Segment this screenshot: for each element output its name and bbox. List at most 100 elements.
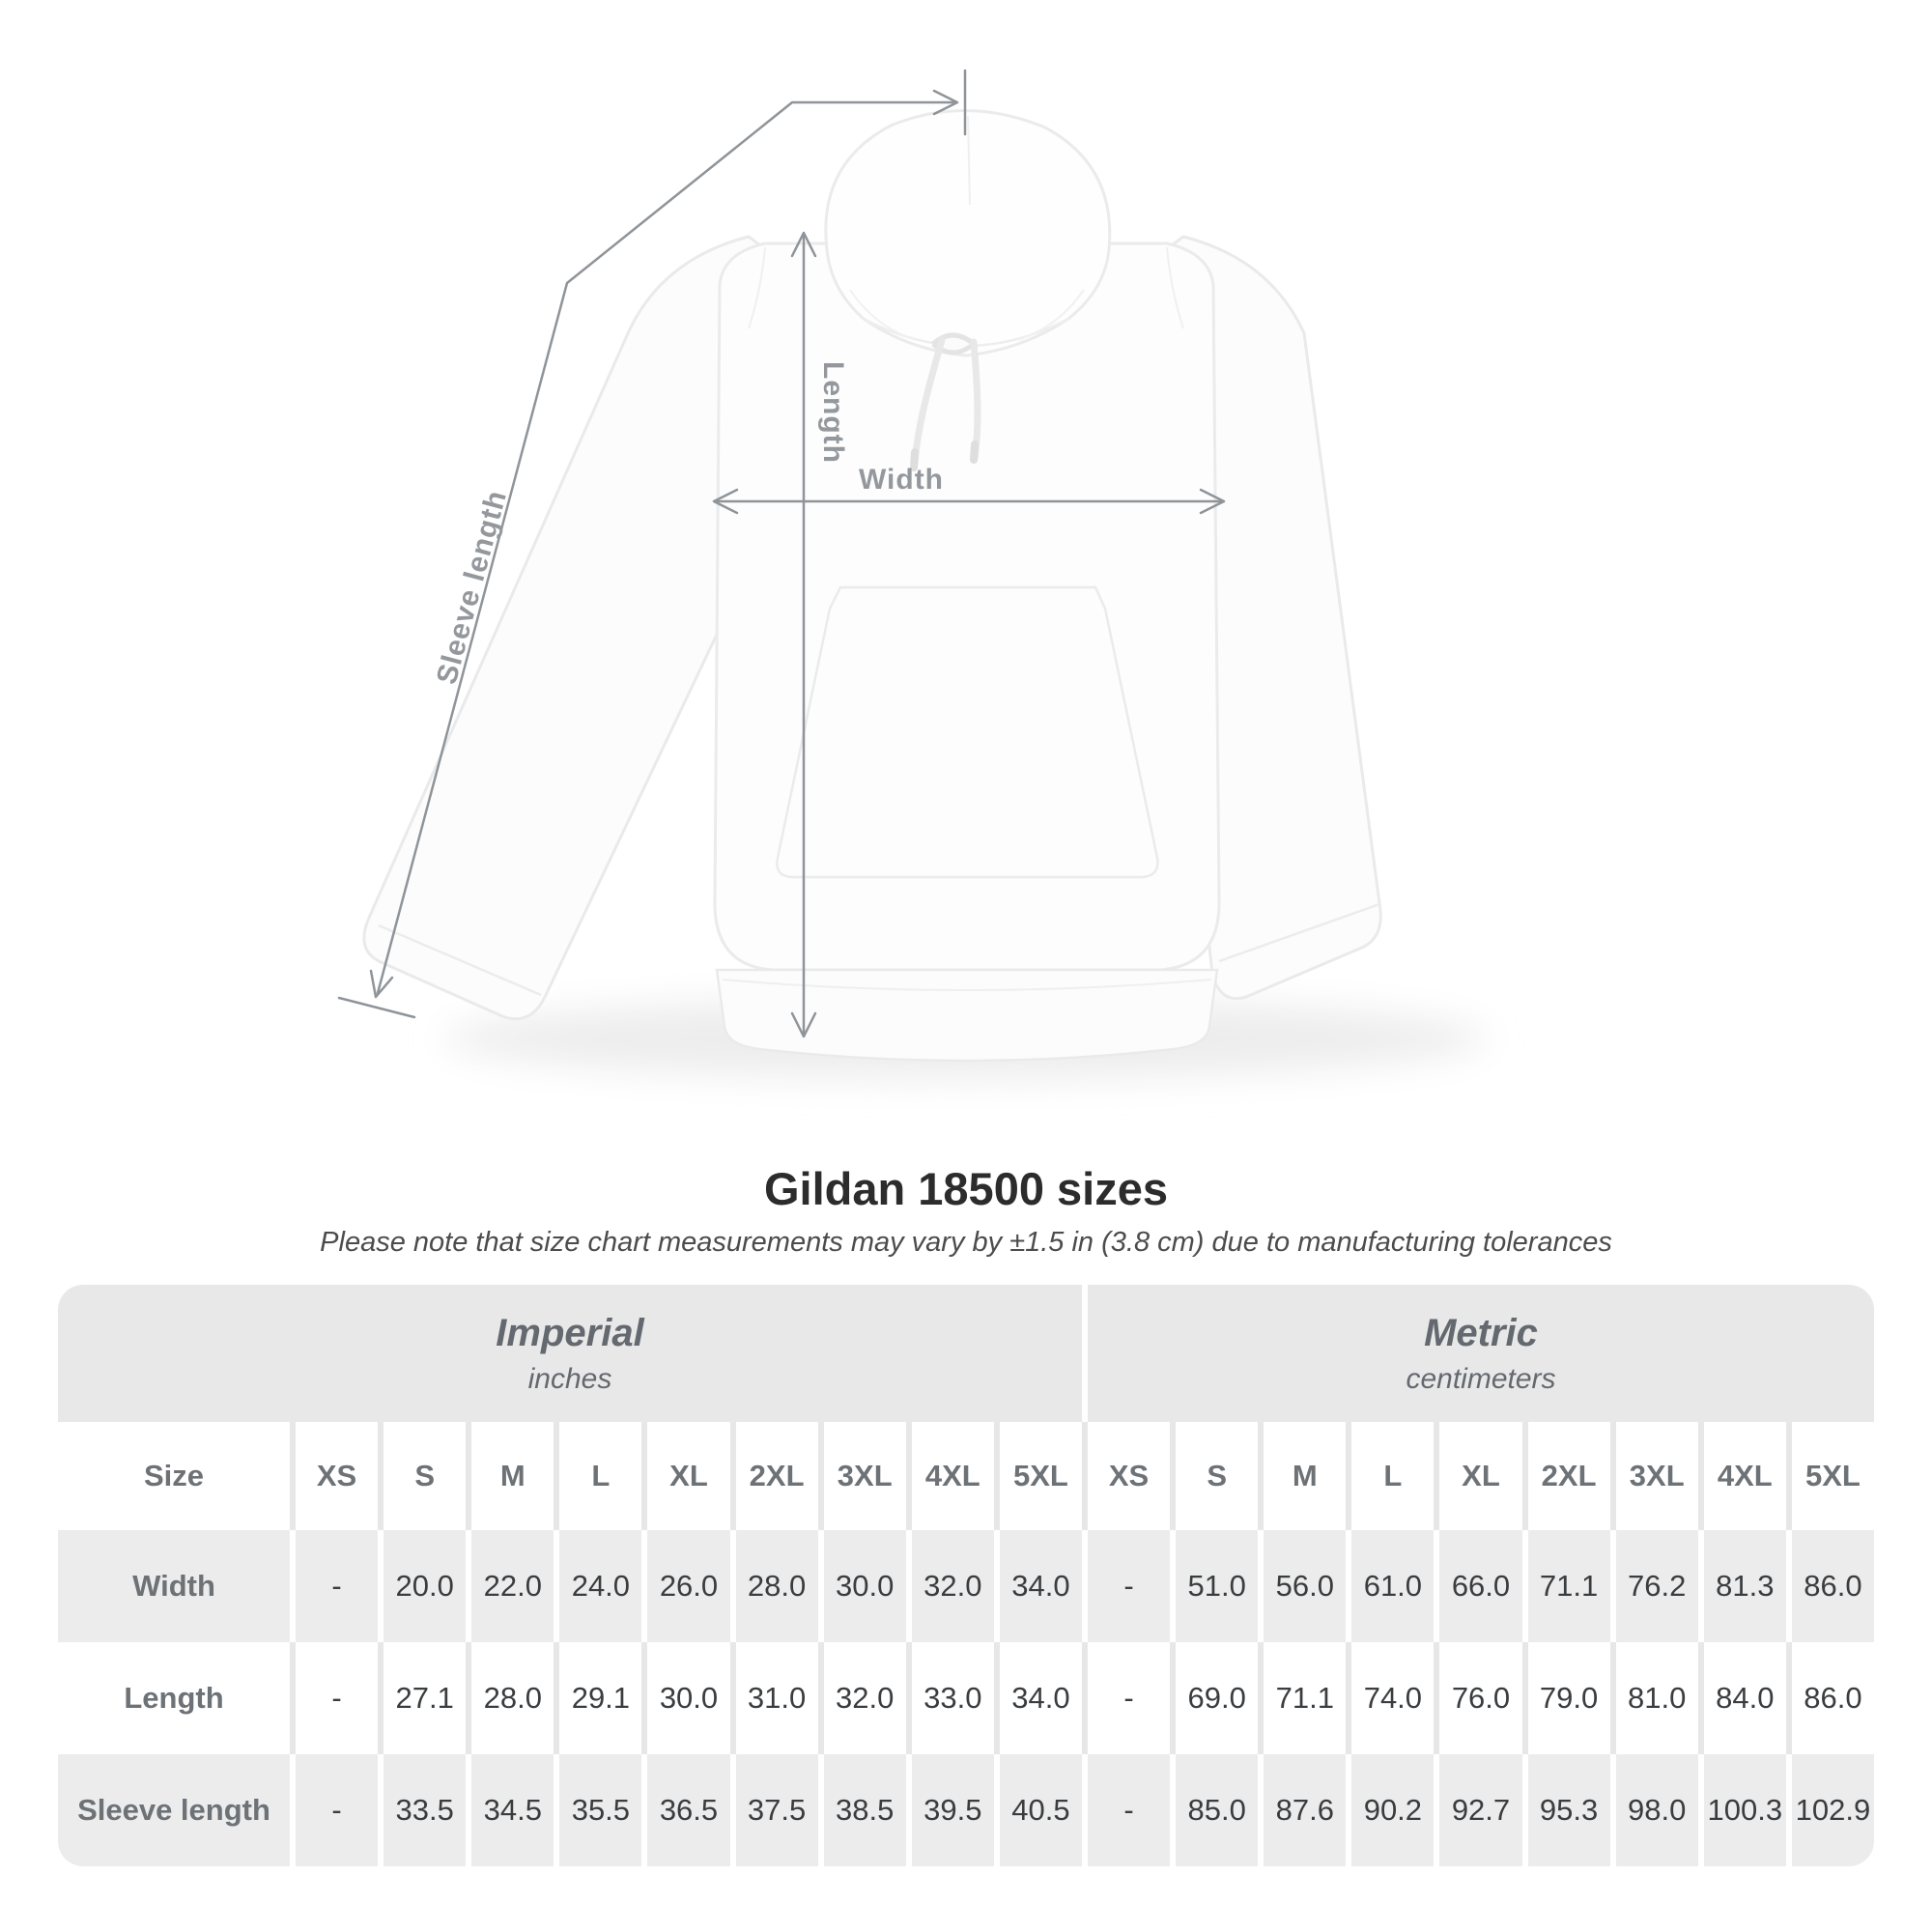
size-cell: 85.0: [1170, 1754, 1259, 1866]
sleeve-length-arrow: [337, 69, 967, 1019]
size-cell: 20.0: [378, 1530, 467, 1642]
size-cell: 36.5: [641, 1754, 730, 1866]
length-row: Length - 27.1 28.0 29.1 30.0 31.0 32.0 3…: [58, 1642, 1874, 1754]
width-row: Width - 20.0 22.0 24.0 26.0 28.0 30.0 32…: [58, 1530, 1874, 1642]
hoodie-diagram: [337, 69, 1488, 1079]
size-header-metric-2xl: 2XL: [1521, 1422, 1610, 1530]
row-label: Width: [58, 1530, 290, 1642]
size-cell: -: [1082, 1642, 1170, 1754]
size-cell: 35.5: [554, 1754, 642, 1866]
size-header-row: Size XS S M L XL 2XL 3XL 4XL 5XL XS S M …: [58, 1422, 1874, 1530]
size-header-metric-3xl: 3XL: [1609, 1422, 1698, 1530]
size-cell: 31.0: [729, 1642, 818, 1754]
size-cell: 34.0: [993, 1530, 1082, 1642]
size-header-metric-s: S: [1170, 1422, 1258, 1530]
size-cell: -: [1082, 1754, 1171, 1866]
size-cell: -: [290, 1754, 379, 1866]
hood-center-seam: [967, 115, 971, 206]
metric-label: Metric: [1424, 1311, 1538, 1354]
size-cell: 56.0: [1258, 1530, 1347, 1642]
left-sleeve: [362, 235, 770, 1021]
size-header-metric-l: L: [1346, 1422, 1434, 1530]
size-cell: 38.5: [817, 1754, 906, 1866]
size-cell: 95.3: [1521, 1754, 1610, 1866]
size-cell: 33.0: [905, 1642, 994, 1754]
size-cell: 90.2: [1346, 1754, 1435, 1866]
size-header-imperial-3xl: 3XL: [817, 1422, 906, 1530]
size-cell: 32.0: [817, 1642, 906, 1754]
size-header-imperial-s: S: [378, 1422, 466, 1530]
size-header-metric-xl: XL: [1434, 1422, 1521, 1530]
left-cuff-seam: [378, 923, 542, 997]
drawstring-tip-left: [910, 448, 919, 471]
size-header-metric-5xl: 5XL: [1785, 1422, 1874, 1530]
size-cell: 76.2: [1609, 1530, 1698, 1642]
size-cell: 102.9: [1785, 1754, 1874, 1866]
tolerance-note: Please note that size chart measurements…: [320, 1227, 1612, 1258]
size-cell: 30.0: [817, 1530, 906, 1642]
size-cell: 81.3: [1697, 1530, 1786, 1642]
imperial-sublabel: inches: [527, 1362, 612, 1395]
size-cell: 22.0: [466, 1530, 554, 1642]
size-cell: 39.5: [905, 1754, 994, 1866]
hood-drape-right: [1017, 289, 1085, 341]
size-cell: 51.0: [1170, 1530, 1259, 1642]
size-header-imperial-4xl: 4XL: [905, 1422, 994, 1530]
size-table: Imperial inches Metric centimeters Size …: [58, 1285, 1874, 1866]
size-cell: -: [1082, 1530, 1171, 1642]
metric-band: Metric centimeters: [1088, 1285, 1874, 1422]
size-cell: 34.5: [466, 1754, 554, 1866]
right-cuff-seam: [1218, 902, 1380, 963]
size-col-header: Size: [143, 1459, 205, 1492]
size-cell: 74.0: [1346, 1642, 1434, 1754]
sleeve-length-row: Sleeve length - 33.5 34.5 35.5 36.5 37.5…: [58, 1754, 1874, 1866]
size-header-imperial-5xl: 5XL: [993, 1422, 1082, 1530]
drawstring-right: [970, 338, 981, 462]
size-cell: 28.0: [729, 1530, 818, 1642]
size-cell: 27.1: [378, 1642, 466, 1754]
size-header-metric-m: M: [1258, 1422, 1346, 1530]
size-cell: 29.1: [554, 1642, 641, 1754]
page-title: Gildan 18500 sizes: [763, 1163, 1169, 1214]
length-arrow: [790, 231, 817, 1038]
kangaroo-pocket: [776, 585, 1159, 879]
size-header-imperial-2xl: 2XL: [729, 1422, 818, 1530]
metric-sublabel: centimeters: [1406, 1362, 1556, 1395]
row-label: Sleeve length: [58, 1754, 290, 1866]
size-cell: 28.0: [466, 1642, 554, 1754]
length-label: Length: [817, 361, 849, 464]
size-cell: 40.5: [993, 1754, 1082, 1866]
hem-band: [715, 968, 1219, 1063]
size-cell: 33.5: [378, 1754, 467, 1866]
size-cell: 71.1: [1521, 1530, 1610, 1642]
size-cell: 86.0: [1785, 1530, 1874, 1642]
hood: [824, 109, 1112, 357]
size-cell: 37.5: [729, 1754, 818, 1866]
hem-stitch: [722, 979, 1212, 991]
size-cell: 32.0: [905, 1530, 994, 1642]
size-cell: 100.3: [1697, 1754, 1786, 1866]
width-label: Width: [858, 464, 945, 496]
size-cell: 71.1: [1258, 1642, 1346, 1754]
size-cell: 81.0: [1609, 1642, 1698, 1754]
drawstring-tip-right: [970, 440, 979, 464]
size-header-imperial-l: L: [554, 1422, 641, 1530]
size-cell: 24.0: [554, 1530, 642, 1642]
size-header-imperial-xs: XS: [290, 1422, 378, 1530]
row-label: Length: [124, 1681, 224, 1715]
size-cell: 98.0: [1609, 1754, 1698, 1866]
size-cell: 86.0: [1785, 1642, 1874, 1754]
size-header-metric-4xl: 4XL: [1697, 1422, 1786, 1530]
imperial-label: Imperial: [496, 1311, 644, 1354]
left-shoulder-seam: [748, 246, 766, 329]
size-cell: 34.0: [993, 1642, 1082, 1754]
size-cell: 87.6: [1258, 1754, 1347, 1866]
size-header-metric-xs: XS: [1082, 1422, 1170, 1530]
size-cell: 30.0: [641, 1642, 729, 1754]
hood-drape-left: [849, 289, 917, 341]
imperial-band: Imperial inches: [58, 1285, 1082, 1422]
size-cell: 92.7: [1434, 1754, 1522, 1866]
size-header-imperial-xl: XL: [641, 1422, 729, 1530]
size-cell: -: [290, 1530, 379, 1642]
size-cell: -: [290, 1642, 378, 1754]
